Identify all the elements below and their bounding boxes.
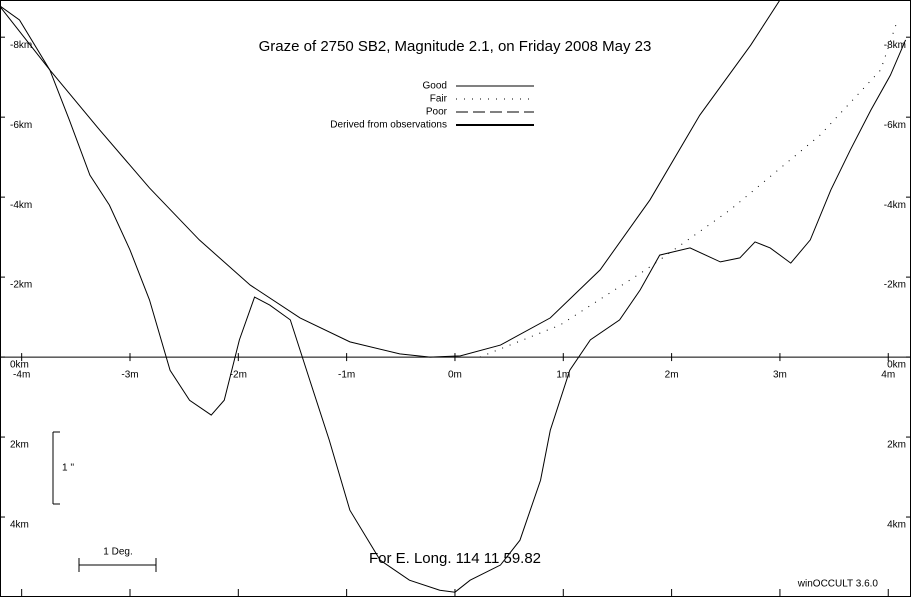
vertical-scale-label: 1 '' [62,463,74,474]
x-tick-label: 1m [556,370,570,381]
horizontal-scale-label: 1 Deg. [103,547,132,558]
y-tick-label: 0km [10,360,29,371]
y-tick-label: -4km [10,200,32,211]
y-tick-label-right: -2km [884,280,906,291]
x-tick-label: -1m [338,370,355,381]
y-tick-label: 4km [10,520,29,531]
software-label: winOCCULT 3.6.0 [797,579,879,590]
y-tick-label: -2km [10,280,32,291]
y-tick-label: 2km [10,440,29,451]
legend-label: Good [423,81,447,92]
y-tick-label-right: 4km [887,520,906,531]
y-tick-label-right: 0km [887,360,906,371]
vertical-scale-bar [52,431,60,505]
x-tick-label: 0m [448,370,462,381]
x-tick-label: 4m [881,370,895,381]
x-tick-label: 3m [773,370,787,381]
y-tick-label-right: 2km [887,440,906,451]
star-path [0,0,781,358]
legend-label: Fair [430,94,448,105]
limb-profile [0,5,907,593]
legend-label: Derived from observations [330,120,447,131]
x-tick-label: -3m [121,370,138,381]
y-tick-label-right: -6km [884,120,906,131]
x-tick-label: 2m [665,370,679,381]
x-tick-label: -4m [13,370,30,381]
y-tick-label: -6km [10,120,32,131]
x-tick-label: -2m [230,370,247,381]
y-tick-label-right: -8km [884,40,906,51]
legend-label: Poor [426,107,448,118]
subtitle: For E. Long. 114 11 59.82 [369,550,541,567]
y-tick-label: -8km [10,40,32,51]
y-tick-label-right: -4km [884,200,906,211]
horizontal-scale-bar [78,558,157,572]
chart-title: Graze of 2750 SB2, Magnitude 2.1, on Fri… [259,38,652,55]
